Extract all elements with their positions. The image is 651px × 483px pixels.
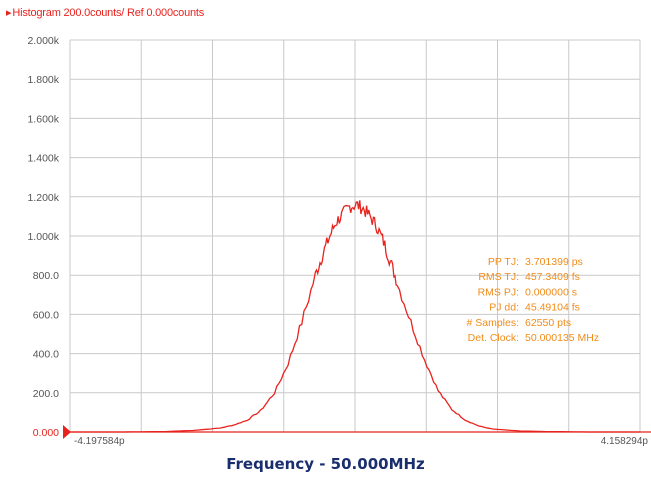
- y-tick-label: 0.000: [33, 427, 59, 439]
- y-tick-label: 200.0: [33, 388, 59, 400]
- stat-label: RMS TJ:: [478, 271, 519, 283]
- statistics-annotation: PP TJ: 3.701399 ps RMS TJ: 457.3409 fs RMS P…: [466, 256, 599, 344]
- stat-label: Det. Clock:: [468, 332, 519, 344]
- x-tick-label-max: 4.158294p: [601, 436, 649, 447]
- stat-value: 3.701399 ps: [525, 256, 583, 268]
- x-tick-labels: -4.197584p 4.158294p: [74, 436, 648, 447]
- y-tick-label: 600.0: [33, 309, 59, 321]
- histogram-header: ▸Histogram 200.0counts/ Ref 0.000counts: [6, 6, 204, 19]
- y-tick-label: 1.000k: [27, 231, 59, 243]
- y-tick-label: 1.600k: [27, 113, 59, 125]
- y-tick-label: 1.800k: [27, 74, 59, 86]
- y-tick-label: 1.200k: [27, 192, 59, 204]
- header-text: Histogram 200.0counts/ Ref 0.000counts: [12, 7, 205, 19]
- y-tick-label: 2.000k: [27, 35, 59, 47]
- header-marker-icon: ▸: [6, 7, 12, 19]
- grid-lines: [69, 39, 651, 433]
- stat-value: 457.3409 fs: [525, 271, 580, 283]
- x-tick-label-min: -4.197584p: [74, 436, 125, 447]
- stat-label: PP TJ:: [488, 256, 519, 268]
- stat-value: 45.49104 fs: [525, 302, 580, 314]
- stat-label: PJ dd:: [489, 302, 519, 314]
- stat-value: 0.000000 s: [525, 286, 577, 298]
- y-tick-label: 1.400k: [27, 153, 59, 165]
- reference-marker: [63, 425, 71, 439]
- frequency-caption: Frequency - 50.000MHz: [226, 455, 425, 473]
- stat-value: 62550 pts: [525, 317, 571, 329]
- stat-value: 50.000135 MHz: [525, 332, 599, 344]
- y-tick-label: 400.0: [33, 349, 59, 361]
- histogram-trace: [70, 200, 640, 433]
- y-tick-labels: 0.000 200.0 400.0 600.0 800.0 1.000k 1.200k 1.4…: [27, 35, 59, 439]
- y-tick-label: 800.0: [33, 270, 59, 282]
- stat-label: # Samples:: [466, 317, 519, 329]
- stat-label: RMS PJ:: [478, 286, 519, 298]
